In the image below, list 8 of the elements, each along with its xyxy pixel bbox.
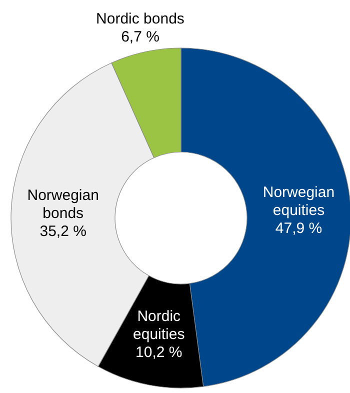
data-label: 10,2 %: [136, 343, 182, 360]
data-label: 35,2 %: [40, 222, 86, 240]
slice-label: Nordic bonds: [96, 10, 184, 27]
slice-label: Norwegian equities: [262, 184, 335, 219]
slice-label: Norwegian bonds: [27, 186, 99, 222]
data-label: 47,9 %: [275, 220, 322, 237]
data-label: 6,7 %: [121, 28, 160, 45]
slice-label: Nordic equities: [133, 307, 185, 342]
